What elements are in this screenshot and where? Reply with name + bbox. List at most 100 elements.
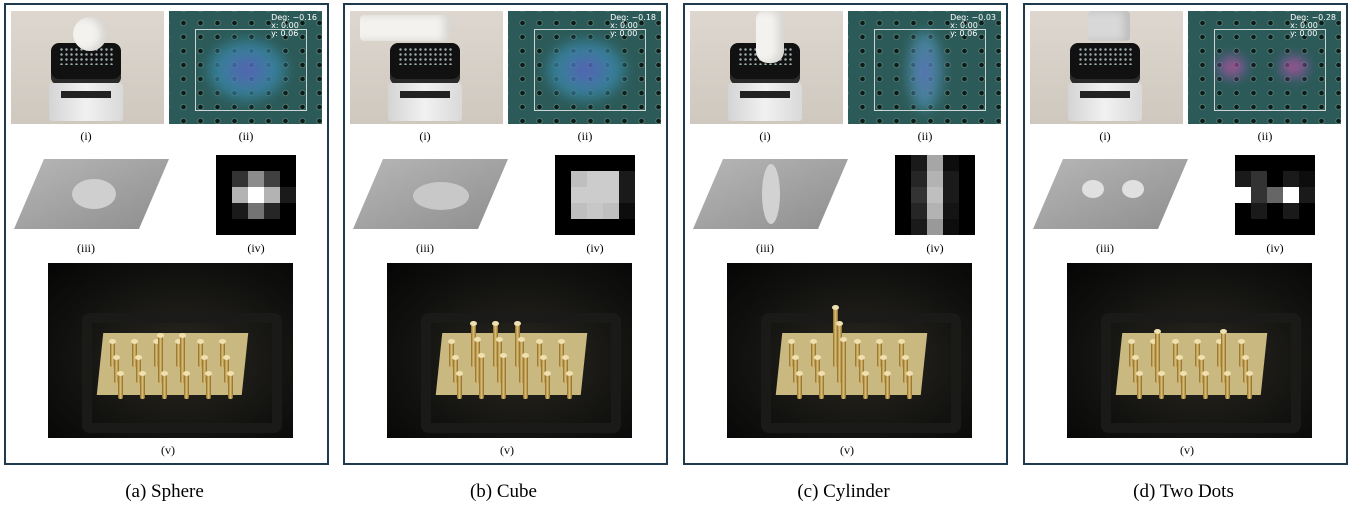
heatmap-cell (1283, 171, 1299, 187)
pin-array-photo (1067, 263, 1312, 438)
heatmap-cell (248, 203, 264, 219)
heatmap-cell (1299, 219, 1315, 235)
surface-bumps (762, 164, 780, 224)
pin (139, 371, 146, 399)
heatmap-cell (216, 155, 232, 171)
deg-readout: Deg: −0.16 (271, 13, 317, 22)
heatmap-cell (1299, 171, 1315, 187)
pin (179, 333, 186, 383)
deg-readout: Deg: −0.28 (1290, 13, 1336, 22)
sensor-photo (350, 11, 503, 124)
pressure-heatmap (216, 155, 296, 235)
pin (1132, 355, 1139, 383)
heatmap-cell (264, 171, 280, 187)
pin (788, 339, 795, 367)
heatmap-cell (1251, 171, 1267, 187)
pin (1202, 371, 1209, 399)
heatmap-cell (927, 219, 943, 235)
pin (876, 339, 883, 367)
heatmap-cell (587, 171, 603, 187)
pin (792, 355, 799, 383)
x-readout: x: 0.00 (950, 21, 978, 30)
region-of-interest (534, 29, 646, 111)
surface-bump (72, 179, 116, 209)
pressure-heatmap (1235, 155, 1315, 235)
pin (496, 337, 503, 383)
label-v: (v) (161, 443, 175, 457)
sensor-device-base (728, 83, 802, 121)
heatmap-cell (603, 219, 619, 235)
pin (201, 355, 208, 383)
pin (1154, 329, 1161, 383)
pin (1158, 371, 1165, 399)
subfigure-caption: (b) Cube (469, 481, 537, 502)
label-i: (i) (419, 129, 431, 143)
heatmap-cell (943, 203, 959, 219)
pin (832, 305, 839, 367)
indenter-tool (1088, 11, 1130, 41)
heatmap-cell (555, 155, 571, 171)
sensor-device-top (390, 43, 460, 85)
pin (474, 337, 481, 383)
heatmap-cell (1267, 203, 1283, 219)
heatmap-cell (959, 171, 975, 187)
region-of-interest (874, 29, 986, 111)
label-ii: (ii) (238, 129, 254, 143)
heatmap-cell (280, 219, 296, 235)
heatmap-cell (603, 203, 619, 219)
label-v: (v) (1180, 443, 1194, 457)
label-iii: (iii) (416, 241, 434, 255)
sensor-photo (690, 11, 843, 124)
label-ii: (ii) (917, 129, 933, 143)
pin (131, 339, 138, 367)
figure-panel-1: Deg: −0.16 x: 0.00 y: 0.06 (i) (ii) (iii… (4, 3, 329, 465)
heatmap-cell (280, 171, 296, 187)
heatmap-cell (571, 203, 587, 219)
pin (1128, 339, 1135, 367)
pin (562, 355, 569, 383)
heatmap-cell (1251, 187, 1267, 203)
indenter-tool (73, 17, 107, 51)
pin (456, 371, 463, 399)
pin (898, 339, 905, 367)
pin (1238, 339, 1245, 367)
heatmap-cell (603, 155, 619, 171)
heatmap-cell (1251, 219, 1267, 235)
label-iii: (iii) (756, 241, 774, 255)
tactile-image: Deg: −0.16 x: 0.00 y: 0.06 (169, 11, 322, 124)
heatmap-cell (943, 171, 959, 187)
label-i: (i) (80, 129, 92, 143)
heatmap-cell (232, 203, 248, 219)
heatmap-cell (1299, 155, 1315, 171)
pin (1220, 329, 1227, 383)
heatmap-cell (943, 187, 959, 203)
sensor-device-slot (740, 91, 790, 98)
pin (219, 339, 226, 367)
deg-readout: Deg: −0.18 (610, 13, 656, 22)
tactile-image: Deg: −0.28 x: 0.00 y: 0.00 (1188, 11, 1341, 124)
pin-frame (1101, 313, 1301, 433)
pin (1246, 371, 1253, 399)
surface-plane (1033, 159, 1188, 229)
pin (109, 339, 116, 367)
heatmap-cell (280, 203, 296, 219)
label-v: (v) (840, 443, 854, 457)
pressure-heatmap (895, 155, 975, 235)
figure-panel-4: Deg: −0.28 x: 0.00 y: 0.00 (i) (ii) (iii… (1023, 3, 1348, 465)
pin (478, 353, 485, 399)
pin (518, 337, 525, 383)
heatmap-cell (943, 219, 959, 235)
x-readout: x: 0.00 (271, 21, 299, 30)
pin-array-photo (387, 263, 632, 438)
sensor-device-slot (61, 91, 111, 98)
label-iii: (iii) (1096, 241, 1114, 255)
heatmap-cell (216, 219, 232, 235)
heatmap-cell (264, 155, 280, 171)
pin-frame (761, 313, 961, 433)
pin-frame (421, 313, 621, 433)
heatmap-cell (1267, 219, 1283, 235)
heatmap-cell (216, 187, 232, 203)
pin (880, 355, 887, 383)
sensor-device-top (1070, 43, 1140, 85)
heatmap-cell (911, 203, 927, 219)
